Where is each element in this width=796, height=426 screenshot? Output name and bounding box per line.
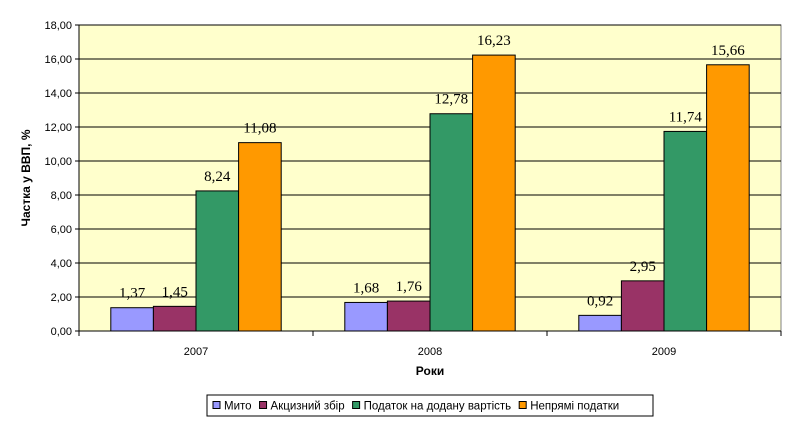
legend-swatch — [518, 401, 527, 409]
y-tick-label: 12,00 — [44, 122, 72, 134]
y-tick-label: 8,00 — [51, 190, 72, 202]
bar — [706, 64, 750, 332]
data-label: 8,24 — [204, 169, 231, 185]
data-label: 11,74 — [669, 109, 703, 125]
y-tick-label: 6,00 — [51, 224, 72, 236]
bar — [344, 301, 388, 332]
legend-swatch — [352, 401, 361, 409]
x-tick-label: 2007 — [184, 346, 208, 358]
legend-label: Мито — [224, 401, 252, 413]
data-label: 16,23 — [477, 33, 511, 49]
y-tick-label: 4,00 — [51, 258, 72, 270]
bar — [152, 305, 197, 332]
bar — [195, 190, 240, 332]
bar — [386, 300, 431, 332]
data-label: 1,45 — [162, 284, 188, 300]
bar — [429, 113, 474, 332]
data-label: 12,78 — [434, 92, 468, 108]
x-tick-label: 2008 — [418, 346, 442, 358]
data-label: 1,68 — [353, 280, 379, 296]
y-tick-label: 14,00 — [44, 88, 72, 100]
legend-swatch — [259, 401, 268, 409]
data-labels: 1,37 1,45 8,24 11,08 1,68 1,76 12,78 16,23 0,92 2… — [119, 33, 745, 309]
data-label: 1,76 — [396, 279, 423, 295]
y-tick-label: 16,00 — [44, 54, 72, 66]
x-axis: 2007 2008 2009 — [78, 330, 782, 358]
y-axis: 0,00 2,00 4,00 6,00 8,00 10,00 12,00 14,00 16,00… — [44, 20, 80, 338]
y-tick-label: 18,00 — [44, 20, 72, 32]
bars — [110, 54, 750, 332]
bar — [472, 54, 516, 332]
legend: Мито Акцизний збір Податок на додану варті… — [206, 394, 654, 417]
data-label: 2,95 — [630, 259, 656, 275]
x-tick-label: 2009 — [652, 346, 676, 358]
y-tick-label: 2,00 — [51, 292, 72, 304]
data-label: 0,92 — [587, 293, 613, 309]
legend-label: Акцизний збір — [271, 401, 345, 413]
y-tick-label: 10,00 — [44, 156, 72, 168]
bar — [620, 280, 665, 332]
data-label: 11,08 — [243, 121, 276, 137]
bar — [578, 314, 622, 332]
y-tick-label: 0,00 — [51, 326, 72, 338]
bar — [110, 307, 154, 332]
bar — [663, 130, 708, 332]
bar — [238, 142, 282, 332]
legend-label: Податок на додану вартість — [364, 401, 512, 413]
legend-box — [206, 394, 654, 417]
x-axis-title: Роки — [416, 364, 444, 378]
y-axis-title: Частка у ВВП, % — [19, 129, 33, 226]
data-label: 1,37 — [119, 286, 146, 302]
legend-swatch — [212, 401, 221, 409]
data-label: 15,66 — [711, 43, 745, 59]
legend-label: Непрямі податки — [530, 401, 619, 413]
